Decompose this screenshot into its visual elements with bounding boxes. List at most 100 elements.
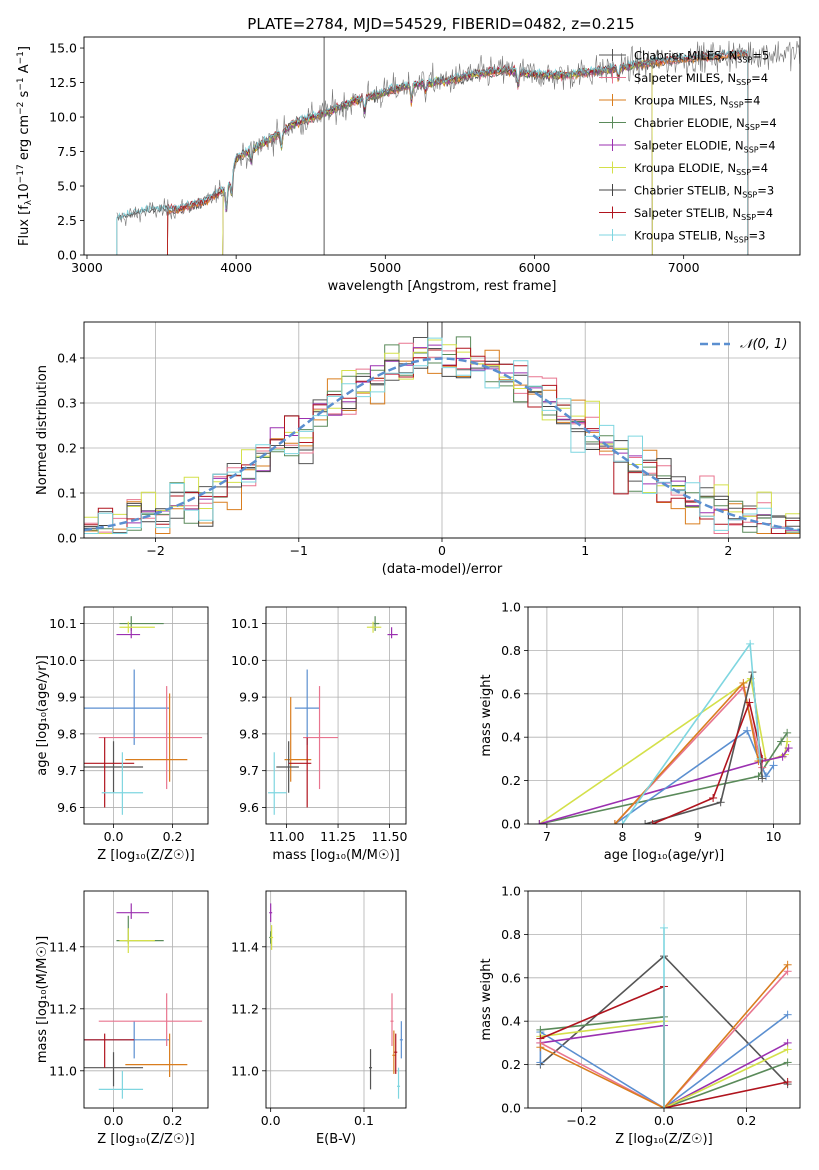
grid-lines <box>266 607 406 824</box>
x-tick-label: 6000 <box>519 260 551 275</box>
y-tick-label: 9.9 <box>239 690 259 705</box>
axes: 11.00 11.25 11.50 9.6 9.7 9.8 9.9 10.0 10.1 mass … <box>231 606 407 863</box>
data-point <box>303 686 339 790</box>
data-point <box>288 737 312 808</box>
x-tick-label: 10 <box>766 829 782 844</box>
weight-line <box>538 677 788 824</box>
observed-spectrum-line <box>116 40 800 227</box>
y-tick-label: 0.0 <box>501 817 521 832</box>
residual-histogram <box>84 337 800 534</box>
data-point <box>116 627 141 639</box>
data-point <box>399 1021 403 1059</box>
x-axis-label: Z [log₁₀(Z/Z☉)] <box>97 1132 194 1147</box>
y-tick-label: 11.2 <box>231 1001 259 1016</box>
x-tick-label: 7000 <box>668 260 700 275</box>
data-point <box>276 741 299 793</box>
data-point <box>119 928 155 953</box>
panel-residuals: −2 −1 0 1 2 0.0 0.1 0.2 0.3 0.4 (data-model)/error… <box>35 321 801 577</box>
y-tick-label: 9.6 <box>239 800 259 815</box>
data-point <box>98 686 203 790</box>
weight-series <box>535 744 793 824</box>
plot-content <box>536 923 792 1108</box>
data-point <box>119 621 155 633</box>
axes: 0.0 0.1 11.0 11.2 11.4 E(B-V) <box>231 890 407 1147</box>
axes-frame <box>527 890 801 1109</box>
x-axis-label: E(B-V) <box>316 1132 356 1147</box>
x-tick-label: 8 <box>618 829 626 844</box>
x-tick-label: 0.1 <box>354 1113 374 1128</box>
weight-line <box>621 641 761 824</box>
y-tick-label: 10.0 <box>49 653 77 668</box>
legend-label: Kroupa ELODIE, NSSP=4 <box>634 161 768 177</box>
axes: 7 8 9 10 0.0 0.2 0.4 0.6 0.8 1.0 age [log₁₀(age/yr… <box>479 600 801 863</box>
residual-histogram <box>84 322 800 534</box>
legend: 𝒩(0, 1) <box>700 337 787 352</box>
axes-frame <box>83 606 209 825</box>
x-tick-label: 1 <box>581 543 589 558</box>
panel-mass_vs_EBV: 0.0 0.1 11.0 11.2 11.4 E(B-V) <box>231 890 407 1147</box>
plot-content <box>116 37 800 255</box>
weight-series <box>536 960 792 1108</box>
y-tick-label: 12.5 <box>49 75 77 90</box>
x-axis-label: Z [log₁₀(Z/Z☉)] <box>615 1132 712 1147</box>
legend-label: Salpeter MILES, NSSP=4 <box>634 71 768 87</box>
axes-frame <box>83 36 801 256</box>
y-tick-label: 9.7 <box>57 763 77 778</box>
x-tick-label: 4000 <box>220 260 252 275</box>
y-axis-label: Normed distribution <box>35 365 50 495</box>
y-tick-label: 9.8 <box>239 726 259 741</box>
weight-line <box>540 970 789 1108</box>
y-axis-label: mass weight <box>479 674 494 756</box>
x-tick-label: 0 <box>438 543 446 558</box>
legend-label: Chabrier STELIB, NSSP=3 <box>634 184 774 200</box>
panel-mass_vs_Z: 0.0 0.2 11.0 11.2 11.4 Z [log₁₀(Z/Z☉)] mass [l… <box>35 890 209 1147</box>
y-axis-label: Flux [fλ10−17 erg cm−2 s−1 A−1] <box>16 46 34 246</box>
y-tick-label: 10.1 <box>231 616 259 631</box>
data-point <box>373 616 380 631</box>
data-point <box>390 993 394 1046</box>
y-tick-label: 15.0 <box>49 41 77 56</box>
x-tick-label: 7 <box>543 829 551 844</box>
weight-series <box>660 923 668 1108</box>
y-tick-label: 0.2 <box>501 773 521 788</box>
x-axis-label: mass [log₁₀(M/M☉)] <box>272 848 399 863</box>
legend: Chabrier MILES, NSSP=5 Salpeter MILES, NS… <box>599 49 777 245</box>
axes: −2 −1 0 1 2 0.0 0.1 0.2 0.3 0.4 (data-model)/error… <box>35 321 801 577</box>
y-tick-label: 10.1 <box>49 616 77 631</box>
weight-line <box>539 732 788 824</box>
y-tick-label: 0.2 <box>57 441 77 456</box>
axes-frame <box>265 890 407 1109</box>
y-tick-label: 11.0 <box>231 1063 259 1078</box>
grid-lines <box>528 606 800 825</box>
panel-weight_vs_age: 7 8 9 10 0.0 0.2 0.4 0.6 0.8 1.0 age [log₁₀(age/yr… <box>479 600 801 863</box>
model-spectrum-line <box>222 59 653 255</box>
axes: 0.0 0.2 11.0 11.2 11.4 Z [log₁₀(Z/Z☉)] mass [l… <box>35 890 209 1147</box>
panel-spectrum: 3000 4000 5000 6000 7000 0.0 2.5 5.0 7.5 10.0 12.5… <box>16 36 801 294</box>
y-tick-label: 9.6 <box>57 800 77 815</box>
data-point <box>84 1033 135 1068</box>
data-point <box>270 925 274 950</box>
x-tick-label: 0.0 <box>261 1113 281 1128</box>
data-point <box>116 903 149 919</box>
data-point <box>366 621 382 633</box>
panel-weight_vs_Z: −0.2 0.0 0.2 0.0 0.2 0.4 0.6 0.8 1.0 Z [log₁₀(Z/Z… <box>479 884 801 1147</box>
legend-label: Salpeter STELIB, NSSP=4 <box>634 206 773 222</box>
legend-label: Chabrier ELODIE, NSSP=4 <box>634 116 777 132</box>
axes-frame <box>527 606 801 825</box>
y-tick-label: 2.5 <box>57 213 77 228</box>
weight-series <box>610 678 763 824</box>
plot-content <box>84 322 800 534</box>
x-tick-label: 0.0 <box>104 1113 124 1128</box>
axes-frame <box>83 890 209 1109</box>
y-tick-label: 7.5 <box>57 144 77 159</box>
x-tick-label: 0.0 <box>104 829 124 844</box>
x-tick-label: 11.25 <box>320 829 356 844</box>
x-tick-label: 9 <box>694 829 702 844</box>
data-point <box>84 669 170 745</box>
y-tick-label: 11.4 <box>49 939 77 954</box>
y-tick-label: 1.0 <box>501 884 521 899</box>
legend-label: Kroupa STELIB, NSSP=3 <box>634 229 765 245</box>
x-tick-label: 0.2 <box>163 1113 183 1128</box>
panel-age_vs_mass: 11.00 11.25 11.50 9.6 9.7 9.8 9.9 10.0 10.1 mass … <box>231 606 407 863</box>
data-point <box>269 903 273 922</box>
